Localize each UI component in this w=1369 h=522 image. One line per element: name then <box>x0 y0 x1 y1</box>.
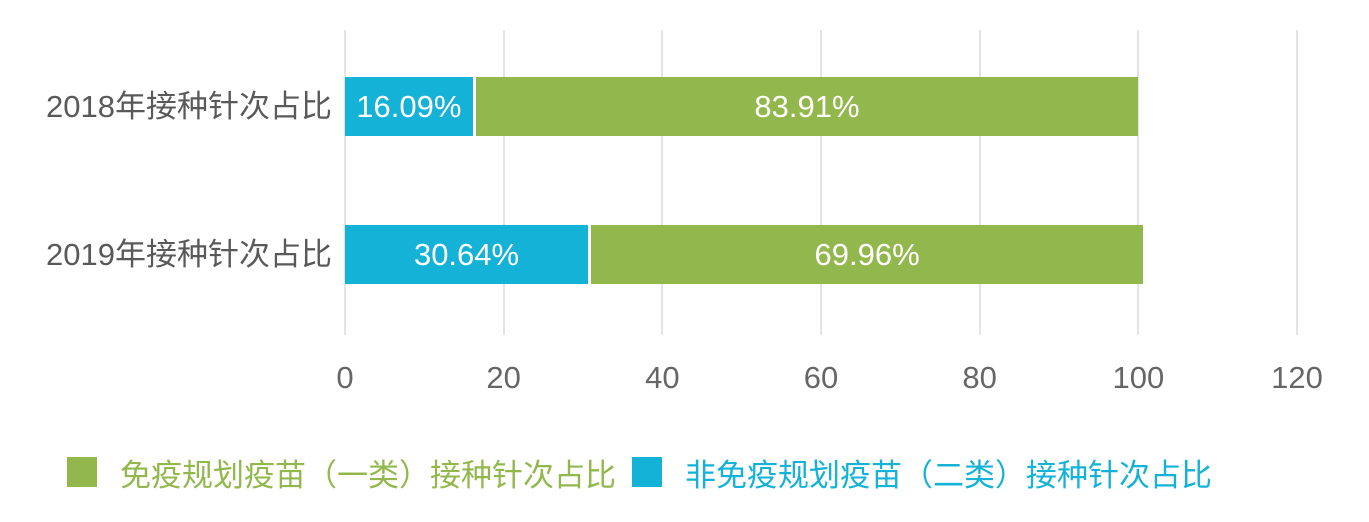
gridline-80 <box>978 30 981 335</box>
category-label: 2018年接种针次占比 <box>46 89 332 124</box>
legend-label: 非免疫规划疫苗（二类）接种针次占比 <box>685 457 1212 493</box>
bar-segment-series2[interactable]: 83.91% <box>475 77 1139 136</box>
bar-segment-series1[interactable]: 16.09% <box>345 77 473 136</box>
bar-row: 2019年接种针次占比 30.64% 69.96% <box>0 225 1369 284</box>
bar-value-label: 16.09% <box>356 88 462 124</box>
bar-value-label: 69.96% <box>814 236 920 272</box>
x-tick-label: 120 <box>1271 360 1323 395</box>
legend-label: 免疫规划疫苗（一类）接种针次占比 <box>120 457 616 493</box>
x-tick-label: 60 <box>803 360 839 395</box>
bar-value-label: 83.91% <box>754 88 860 124</box>
bar-value-label: 30.64% <box>413 236 520 272</box>
gridline-100 <box>1137 30 1140 335</box>
bar-segment-series1[interactable]: 30.64% <box>345 225 589 284</box>
gridline-120 <box>1296 30 1298 335</box>
gridline-20 <box>502 30 505 335</box>
gridline-40 <box>661 30 664 335</box>
x-tick-label: 20 <box>486 360 521 395</box>
legend-item-2[interactable]: 非免疫规划疫苗（二类）接种针次占比 <box>632 456 1212 493</box>
x-tick-label: 40 <box>645 360 680 395</box>
bar-row: 2018年接种针次占比 16.09% 83.91% <box>0 77 1369 136</box>
category-label: 2019年接种针次占比 <box>46 237 332 272</box>
x-tick-label: 80 <box>962 360 997 395</box>
gridline-60 <box>820 30 822 335</box>
gridline-0 <box>344 30 346 335</box>
x-tick-label: 100 <box>1112 360 1165 395</box>
bar-segment-series2[interactable]: 69.96% <box>591 225 1144 284</box>
legend-item-1[interactable]: 免疫规划疫苗（一类）接种针次占比 <box>67 456 616 493</box>
legend-swatch-icon <box>67 457 97 487</box>
x-tick-label: 0 <box>336 360 354 395</box>
legend-swatch-icon <box>632 457 662 487</box>
